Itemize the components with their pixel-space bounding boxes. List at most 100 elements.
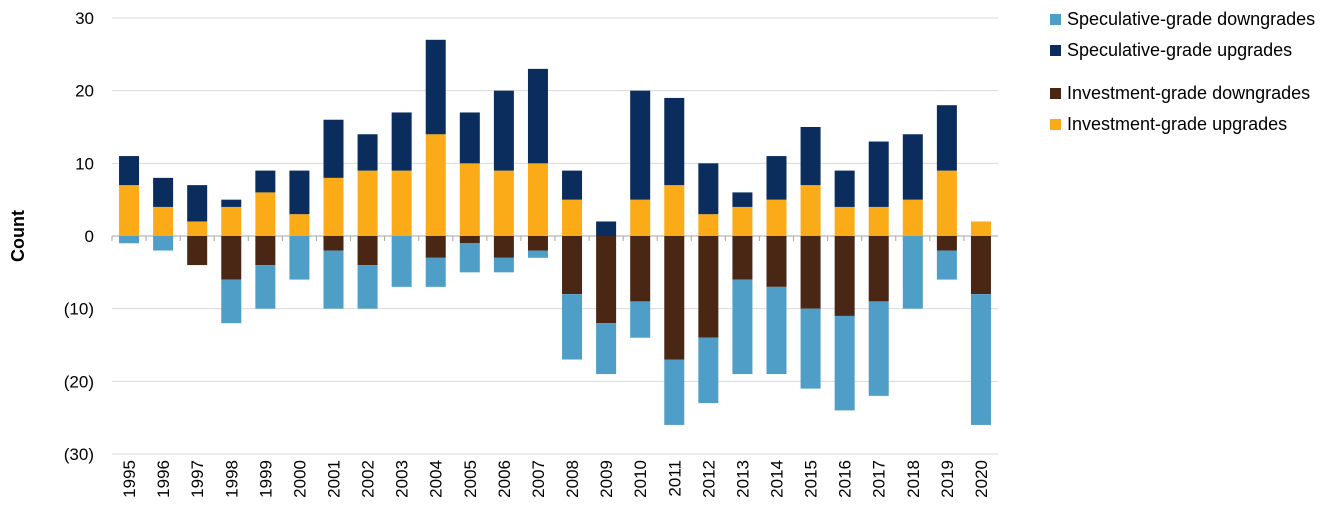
bar — [323, 177, 344, 236]
bar — [221, 279, 242, 324]
bar — [119, 156, 140, 186]
bar — [800, 308, 821, 389]
bar — [357, 134, 378, 171]
bar — [868, 301, 889, 396]
x-tick-label: 2015 — [802, 460, 821, 498]
legend-item: Speculative-grade downgrades — [1050, 8, 1340, 31]
x-tick-label: 2001 — [325, 460, 344, 498]
bar — [493, 236, 514, 258]
bar — [970, 294, 991, 425]
bar — [562, 294, 583, 360]
bar — [255, 192, 276, 236]
legend-label: Speculative-grade upgrades — [1067, 40, 1293, 60]
bar — [596, 323, 617, 375]
legend-swatch — [1050, 14, 1061, 25]
legend-label: Investment-grade upgrades — [1067, 114, 1288, 134]
x-tick-label: 1999 — [256, 460, 275, 498]
legend-label: Investment-grade downgrades — [1067, 83, 1311, 103]
bar — [221, 236, 242, 280]
y-tick-label: 30 — [75, 9, 94, 28]
bar — [357, 265, 378, 309]
bar — [323, 119, 344, 178]
bar — [357, 170, 378, 236]
bar — [221, 206, 242, 236]
bar — [902, 199, 923, 236]
x-tick-label: 1998 — [222, 460, 241, 498]
bar — [630, 90, 651, 200]
bar — [936, 105, 957, 171]
bar — [187, 185, 208, 222]
y-tick-label: (20) — [64, 372, 94, 391]
bar — [732, 206, 753, 236]
legend-swatch — [1050, 45, 1061, 56]
y-tick-label: 10 — [75, 154, 94, 173]
x-tick-label: 1996 — [154, 460, 173, 498]
bar — [323, 250, 344, 309]
bar — [391, 112, 412, 171]
bar — [119, 236, 140, 244]
bar — [766, 199, 787, 236]
bar — [425, 236, 446, 258]
x-tick-label: 2007 — [529, 460, 548, 498]
legend-swatch — [1050, 119, 1061, 130]
bar — [289, 236, 310, 280]
y-axis-title: Count — [8, 210, 28, 262]
bar — [527, 236, 548, 251]
bar — [766, 286, 787, 375]
bar — [800, 236, 821, 309]
bar — [902, 134, 923, 200]
bar — [493, 170, 514, 236]
bar — [664, 185, 685, 236]
bar — [800, 127, 821, 186]
bar — [255, 265, 276, 309]
bar — [221, 199, 242, 207]
bar — [459, 163, 480, 236]
y-tick-label: (10) — [64, 300, 94, 319]
legend-swatch — [1050, 88, 1061, 99]
bar — [527, 250, 548, 258]
bar — [153, 206, 174, 236]
bar — [630, 301, 651, 338]
bar — [493, 90, 514, 171]
bar — [119, 185, 140, 236]
y-tick-label: 0 — [85, 227, 94, 246]
bar — [868, 236, 889, 302]
bar — [902, 236, 923, 309]
x-tick-label: 2008 — [563, 460, 582, 498]
bar — [425, 257, 446, 287]
bar — [527, 163, 548, 236]
bar — [732, 279, 753, 375]
bar — [800, 185, 821, 236]
bar — [391, 170, 412, 236]
bar — [970, 221, 991, 236]
bar — [868, 206, 889, 236]
bar — [425, 134, 446, 236]
x-tick-label: 2013 — [733, 460, 752, 498]
bar — [936, 250, 957, 280]
x-tick-label: 2003 — [393, 460, 412, 498]
bar — [698, 214, 719, 236]
x-tick-label: 2020 — [972, 460, 991, 498]
bar — [664, 236, 685, 360]
bar — [459, 112, 480, 164]
bar — [698, 236, 719, 338]
bar — [153, 236, 174, 251]
x-tick-label: 2018 — [904, 460, 923, 498]
bar — [187, 221, 208, 236]
x-tick-label: 2012 — [699, 460, 718, 498]
bar — [153, 177, 174, 207]
bar — [289, 214, 310, 236]
bar — [425, 39, 446, 135]
bar — [527, 68, 548, 164]
x-tick-label: 2014 — [768, 460, 787, 498]
bar — [493, 257, 514, 273]
bar — [596, 221, 617, 236]
bar — [698, 337, 719, 404]
bar — [562, 199, 583, 236]
bar — [664, 97, 685, 186]
bar — [834, 236, 855, 316]
bar — [187, 236, 208, 266]
bar — [834, 170, 855, 207]
bar — [562, 170, 583, 200]
